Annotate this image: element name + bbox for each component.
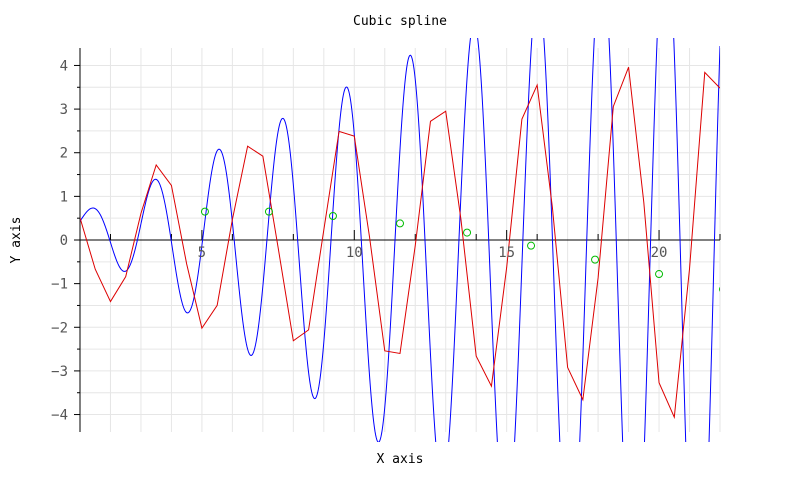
data-point — [328, 212, 337, 220]
spline-series-line — [80, 38, 720, 442]
linear-series-line — [80, 67, 720, 420]
series-layer — [80, 38, 720, 442]
y-tick-label: 2 — [60, 146, 68, 162]
y-tick-label: 0 — [60, 233, 68, 249]
x-tick-label: 10 — [346, 245, 363, 261]
data-point — [655, 270, 664, 279]
x-tick-label: 20 — [651, 245, 668, 261]
data-point — [719, 286, 720, 292]
y-axis-label: Y axis — [9, 217, 24, 264]
data-point — [463, 228, 472, 237]
y-tick-label: −3 — [51, 364, 68, 380]
y-tick-label: 1 — [60, 189, 68, 205]
data-point — [591, 255, 600, 264]
tick-labels: 5 10 15 20 −4 −3 −2 −1 0 1 2 3 4 — [51, 58, 667, 423]
axes — [74, 48, 721, 432]
data-point — [264, 207, 273, 216]
chart-title: Cubic spline — [353, 14, 447, 29]
y-tick-label: −1 — [51, 277, 68, 293]
x-tick-label: 5 — [198, 245, 206, 261]
y-tick-label: 4 — [60, 58, 68, 74]
data-point — [527, 241, 536, 250]
y-tick-label: −2 — [51, 320, 68, 336]
x-tick-label: 15 — [498, 245, 515, 261]
y-tick-label: −4 — [51, 408, 68, 424]
x-axis-label: X axis — [377, 452, 424, 467]
y-tick-label: 3 — [60, 102, 68, 118]
data-point — [200, 207, 209, 216]
data-point — [396, 219, 404, 228]
